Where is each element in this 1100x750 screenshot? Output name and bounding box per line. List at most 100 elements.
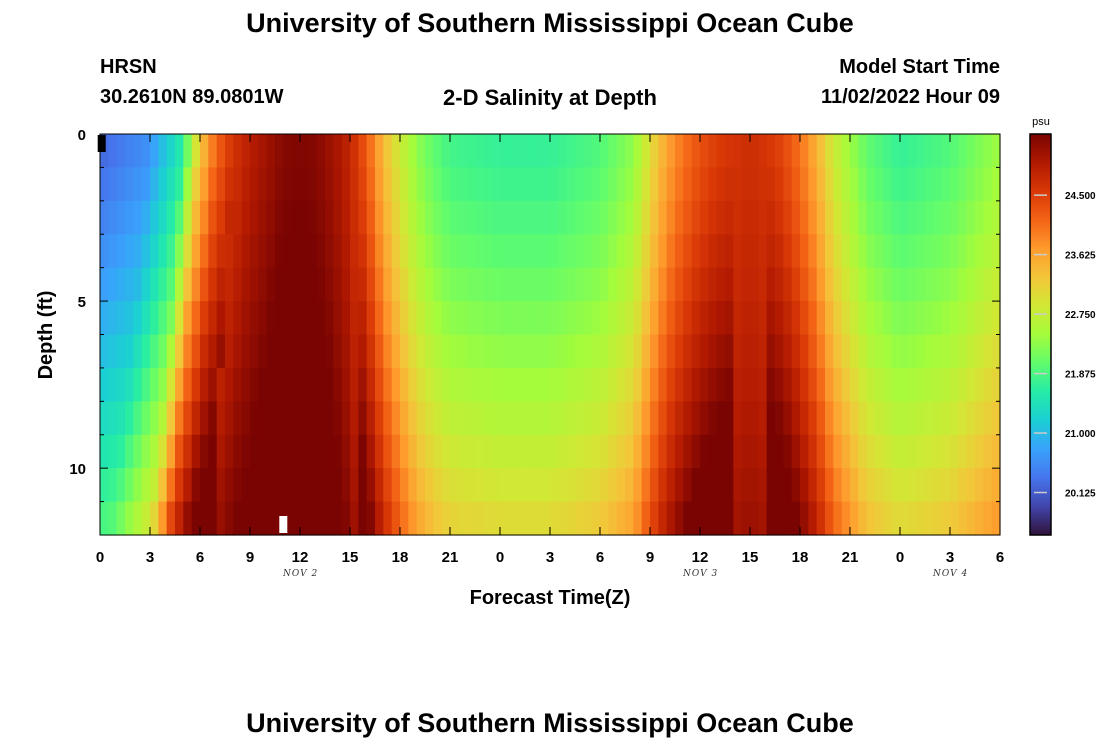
heatmap-cell [150, 401, 159, 436]
heatmap-cell [133, 367, 143, 402]
heatmap-cell [841, 301, 851, 336]
heatmap-cell [308, 334, 318, 369]
heatmap-cell [475, 367, 484, 402]
heatmap-cell [691, 301, 701, 336]
heatmap-cell [283, 267, 293, 302]
heatmap-cell [158, 200, 168, 235]
heatmap-cell [525, 401, 534, 436]
heatmap-cell [550, 267, 559, 302]
heatmap-cell [425, 468, 434, 503]
heatmap-cell [150, 267, 159, 302]
heatmap-cell [508, 301, 518, 336]
heatmap-cell [583, 267, 593, 302]
heatmap-cell [850, 367, 859, 402]
heatmap-cell [275, 334, 284, 369]
heatmap-cell [466, 234, 476, 269]
heatmap-cell [783, 200, 793, 235]
heatmap-cell [333, 468, 343, 503]
heatmap-cell [916, 234, 926, 269]
heatmap-cell [300, 301, 309, 336]
heatmap-cell [450, 367, 459, 402]
date-label: NOV 3 [683, 569, 719, 579]
heatmap-cell [891, 167, 901, 202]
heatmap-cell [933, 334, 943, 369]
heatmap-cell [266, 334, 276, 369]
heatmap-cell [241, 234, 251, 269]
heatmap-cell [733, 200, 743, 235]
heatmap-cell [958, 234, 968, 269]
heatmap-cell [258, 301, 268, 336]
heatmap-cell [800, 234, 809, 269]
heatmap-cell [108, 200, 118, 235]
heatmap-cell [616, 334, 626, 369]
heatmap-cell [275, 401, 284, 436]
heatmap-cell [141, 167, 151, 202]
heatmap-cell [391, 200, 401, 235]
heatmap-cell [766, 401, 776, 436]
heatmap-cell [275, 468, 284, 503]
heatmap-cell [700, 334, 709, 369]
heatmap-cell [450, 167, 459, 202]
heatmap-cell [783, 267, 793, 302]
heatmap-cell [941, 367, 951, 402]
heatmap-cell [516, 501, 526, 536]
heatmap-cell [266, 267, 276, 302]
heatmap-cell [900, 267, 909, 302]
heatmap-cell [741, 434, 751, 469]
heatmap-cell [808, 234, 818, 269]
heatmap-cell [983, 501, 993, 536]
heatmap-cell [808, 200, 818, 235]
heatmap-cell [450, 234, 459, 269]
heatmap-cell [558, 401, 568, 436]
heatmap-cell [841, 401, 851, 436]
heatmap-cell [125, 267, 134, 302]
heatmap-cell [425, 167, 434, 202]
heatmap-cell [725, 334, 734, 369]
heatmap-cell [225, 468, 234, 503]
heatmap-cell [675, 334, 684, 369]
heatmap-cell [400, 401, 409, 436]
heatmap-cell [483, 301, 493, 336]
heatmap-cell [641, 434, 651, 469]
heatmap-cell [158, 301, 168, 336]
heatmap-cell [333, 367, 343, 402]
heatmap-cell [641, 234, 651, 269]
heatmap-cell [616, 267, 626, 302]
heatmap-cell [441, 200, 451, 235]
heatmap-cell [383, 367, 393, 402]
heatmap-cell [350, 434, 359, 469]
heatmap-cell [466, 401, 476, 436]
heatmap-cell [983, 401, 993, 436]
heatmap-cell [483, 167, 493, 202]
heatmap-cell [533, 367, 543, 402]
heatmap-cell [325, 267, 334, 302]
heatmap-cell [250, 167, 259, 202]
heatmap-cell [966, 501, 976, 536]
heatmap-cell [533, 267, 543, 302]
heatmap-cell [291, 234, 301, 269]
heatmap-cell [833, 234, 843, 269]
heatmap-cell [891, 468, 901, 503]
heatmap-cell [783, 134, 793, 169]
heatmap-cell [958, 367, 968, 402]
heatmap-cell [625, 167, 634, 202]
colorbar-tick-label: 22.750 [1065, 310, 1096, 321]
heatmap-cell [758, 501, 768, 536]
heatmap-cell [333, 200, 343, 235]
heatmap-cell [466, 267, 476, 302]
heatmap-cell [783, 501, 793, 536]
heatmap-cell [208, 501, 218, 536]
heatmap-cell [508, 200, 518, 235]
heatmap-cell [933, 234, 943, 269]
heatmap-cell [900, 301, 909, 336]
heatmap-cell [700, 134, 709, 169]
heatmap-cell [291, 367, 301, 402]
heatmap-cell [416, 234, 426, 269]
heatmap-cell [991, 401, 1001, 436]
heatmap-cell [833, 434, 843, 469]
heatmap-cell [266, 200, 276, 235]
heatmap-cell [933, 301, 943, 336]
heatmap-cell [241, 401, 251, 436]
heatmap-cell [725, 267, 734, 302]
heatmap-cell [750, 401, 759, 436]
